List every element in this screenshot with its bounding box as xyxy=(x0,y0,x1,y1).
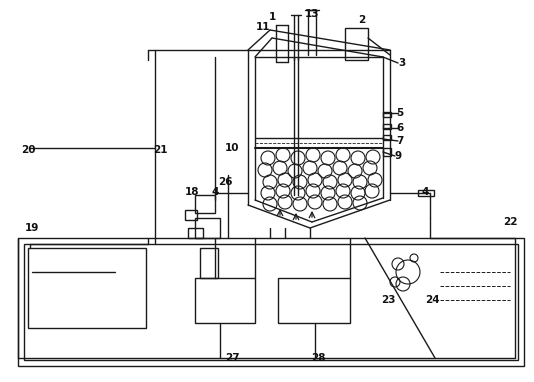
Bar xyxy=(28,248,146,328)
Text: 13: 13 xyxy=(305,9,319,19)
Bar xyxy=(185,210,197,220)
Text: 23: 23 xyxy=(381,295,395,305)
Text: 7: 7 xyxy=(396,136,404,146)
Bar xyxy=(24,244,518,360)
Text: 27: 27 xyxy=(225,353,239,363)
Bar xyxy=(200,248,218,278)
Text: 24: 24 xyxy=(425,295,439,305)
Bar xyxy=(418,190,434,196)
Text: 28: 28 xyxy=(311,353,325,363)
Bar xyxy=(383,148,391,156)
Bar xyxy=(195,278,255,323)
Bar xyxy=(383,124,391,129)
Text: 6: 6 xyxy=(396,123,404,133)
Bar xyxy=(383,112,391,117)
Text: 19: 19 xyxy=(25,223,39,233)
Bar xyxy=(383,135,391,140)
Text: 21: 21 xyxy=(153,145,167,155)
Text: 4: 4 xyxy=(211,187,219,197)
Text: 22: 22 xyxy=(502,217,517,227)
Bar xyxy=(278,278,350,323)
Text: 26: 26 xyxy=(218,177,232,187)
Text: 3: 3 xyxy=(398,58,406,68)
Text: 11: 11 xyxy=(256,22,270,32)
Bar xyxy=(18,238,524,366)
Text: 9: 9 xyxy=(395,151,402,161)
Bar xyxy=(195,218,220,238)
Text: 4: 4 xyxy=(421,187,429,197)
Text: 20: 20 xyxy=(21,145,35,155)
Bar xyxy=(188,228,203,238)
Bar xyxy=(195,195,215,213)
Text: 5: 5 xyxy=(396,108,404,118)
Text: 1: 1 xyxy=(269,12,276,22)
Text: 10: 10 xyxy=(225,143,239,153)
Bar xyxy=(345,28,368,60)
Text: 2: 2 xyxy=(358,15,366,25)
Text: 18: 18 xyxy=(185,187,199,197)
